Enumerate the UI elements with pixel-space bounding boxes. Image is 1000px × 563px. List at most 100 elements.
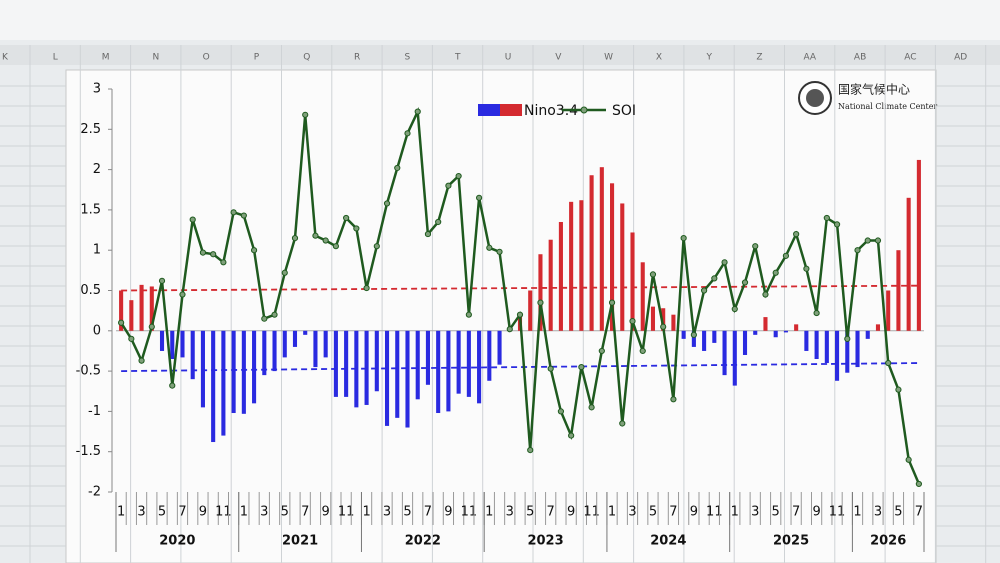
bar xyxy=(466,330,471,397)
soi-marker xyxy=(547,365,554,372)
column-letter: K xyxy=(2,53,9,63)
soi-marker xyxy=(823,214,830,222)
soi-marker xyxy=(138,357,145,364)
soi-marker xyxy=(404,130,411,137)
x-tick-label: 1 xyxy=(117,505,125,520)
x-tick-label: 9 xyxy=(812,505,820,520)
column-letter: Q xyxy=(303,53,310,63)
bar xyxy=(292,330,298,347)
bar xyxy=(200,330,205,408)
soi-marker xyxy=(281,269,288,276)
soi-marker xyxy=(516,311,524,318)
bar xyxy=(282,330,287,358)
legend-swatch xyxy=(500,104,522,116)
y-tick-label: 2 xyxy=(93,162,101,177)
year-label: 2024 xyxy=(650,534,686,549)
soi-marker xyxy=(844,335,851,342)
bar xyxy=(794,324,799,331)
bar xyxy=(333,330,338,397)
soi-marker xyxy=(261,315,268,322)
bar xyxy=(231,330,236,414)
column-letter: O xyxy=(203,53,210,63)
soi-marker xyxy=(424,230,432,238)
soi-marker xyxy=(680,235,687,242)
y-tick-label: -1.5 xyxy=(76,444,101,459)
soi-marker xyxy=(475,194,483,201)
soi-marker xyxy=(649,271,657,278)
x-tick-label: 7 xyxy=(178,505,186,520)
column-letter: AC xyxy=(904,53,916,63)
soi-marker xyxy=(854,247,861,254)
column-letter: AB xyxy=(854,53,866,63)
bar xyxy=(722,330,727,376)
soi-marker xyxy=(240,212,247,219)
bar xyxy=(855,330,860,368)
soi-marker xyxy=(813,309,820,317)
bar xyxy=(691,330,696,347)
year-label: 2025 xyxy=(773,534,809,549)
bar xyxy=(589,175,594,331)
x-tick-label: 1 xyxy=(485,505,493,520)
soi-marker xyxy=(128,335,135,342)
soi-marker xyxy=(312,232,319,239)
bar xyxy=(538,254,543,331)
x-tick-label: 5 xyxy=(894,505,902,520)
bar xyxy=(139,284,144,331)
y-tick-label: -2 xyxy=(88,485,101,500)
x-tick-label: 11 xyxy=(829,505,846,520)
soi-marker xyxy=(670,396,677,403)
x-tick-label: 7 xyxy=(424,505,432,520)
bar xyxy=(753,330,758,335)
soi-marker xyxy=(568,432,575,439)
soi-marker xyxy=(803,265,810,272)
soi-marker xyxy=(752,243,759,250)
bar xyxy=(344,330,349,397)
x-tick-label: 9 xyxy=(690,505,698,520)
soi-marker xyxy=(608,299,616,306)
x-tick-label: 9 xyxy=(567,505,575,520)
bar xyxy=(661,308,666,331)
bar xyxy=(579,200,584,331)
x-tick-label: 1 xyxy=(362,505,370,520)
bar xyxy=(159,330,165,351)
bar xyxy=(364,330,369,405)
column-letter: Y xyxy=(705,53,712,63)
soi-marker xyxy=(343,214,350,222)
bar xyxy=(323,330,328,358)
bar xyxy=(180,330,185,358)
x-tick-label: 1 xyxy=(731,505,739,520)
year-label: 2020 xyxy=(159,534,195,549)
soi-marker xyxy=(619,420,626,427)
bar xyxy=(190,330,195,380)
soi-marker xyxy=(118,319,125,326)
x-tick-label: 1 xyxy=(608,505,616,520)
bar xyxy=(773,330,778,338)
y-tick-label: -1 xyxy=(88,404,101,419)
bar xyxy=(446,330,451,412)
soi-marker xyxy=(435,218,442,226)
soi-marker xyxy=(148,323,155,330)
toolbar xyxy=(0,0,1000,40)
bar xyxy=(436,330,441,414)
bar xyxy=(119,290,124,331)
bar xyxy=(262,330,267,376)
soi-marker xyxy=(537,299,544,306)
soi-marker xyxy=(199,249,207,256)
bar xyxy=(374,330,379,392)
bar xyxy=(845,330,850,373)
bar xyxy=(313,330,318,368)
bar xyxy=(610,183,615,331)
x-tick-label: 11 xyxy=(338,505,355,520)
soi-marker xyxy=(690,331,697,338)
soi-marker xyxy=(383,200,391,207)
column-letter: S xyxy=(405,53,411,63)
soi-marker xyxy=(486,244,493,251)
soi-marker xyxy=(874,237,882,244)
bar xyxy=(129,300,134,331)
column-letter: AA xyxy=(804,53,817,63)
soi-marker xyxy=(639,347,646,355)
x-tick-label: 1 xyxy=(240,505,248,520)
x-tick-label: 11 xyxy=(215,505,232,520)
soi-marker xyxy=(373,243,380,250)
bar xyxy=(732,330,737,386)
